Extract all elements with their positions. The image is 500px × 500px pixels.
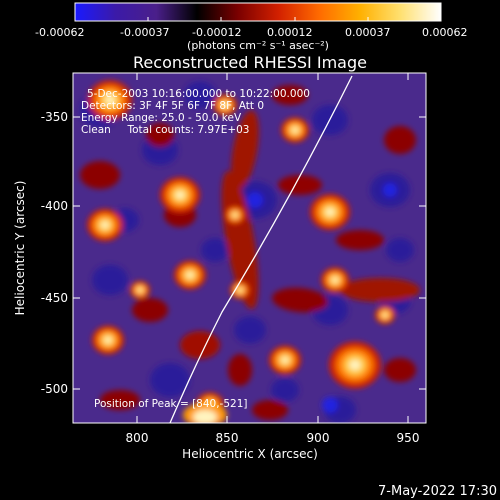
plot-title: Reconstructed RHESSI Image: [133, 53, 367, 72]
image-area: [73, 73, 426, 423]
emission-ridge: [221, 171, 259, 309]
emission-trough-core: [383, 183, 397, 197]
emission-core-peak: [186, 271, 194, 279]
colorbar-tick-label: 0.00012: [267, 26, 313, 39]
emission-ridge: [228, 354, 252, 386]
emission-ridge: [252, 400, 288, 420]
colorbar-ticks: [74, 17, 442, 21]
emission-core-peak: [232, 213, 238, 217]
info-line-energy: Energy Range: 25.0 - 50.0 keV: [81, 112, 242, 124]
emission-trough: [271, 378, 299, 402]
colorbar-tick-label: -0.00062: [35, 26, 84, 39]
emission-ridge: [146, 123, 174, 147]
emission-ridge: [384, 126, 416, 154]
emission-core-peak: [349, 359, 361, 371]
emission-trough: [184, 81, 216, 109]
solar-limb-line: [169, 75, 353, 423]
emission-trough: [234, 316, 266, 344]
emission-ridge: [340, 278, 420, 302]
emission-core-peak: [291, 127, 299, 133]
y-axis-label: Heliocentric Y (arcsec): [13, 181, 27, 316]
emission-ridge: [272, 85, 308, 105]
emission-peak-region-core: [193, 410, 217, 423]
y-axis: -350 -400 -450 -500 Heliocentric Y (arcs…: [13, 110, 426, 396]
emission-core-peak: [137, 288, 143, 292]
emission-core-peak: [101, 221, 109, 229]
emission-ridge: [100, 390, 140, 410]
emission-ridge: [132, 298, 168, 322]
x-tick-label: 850: [216, 431, 239, 445]
x-tick-label: 900: [307, 431, 330, 445]
emission-ridge: [384, 358, 416, 382]
info-line-time: 5-Dec-2003 10:16:00.000 to 10:22:00.000: [87, 88, 310, 100]
emission-core-peak: [105, 95, 115, 105]
emission-trough-core: [322, 397, 338, 413]
colorbar-tick-label: -0.00037: [120, 26, 169, 39]
x-tick-label: 800: [126, 431, 149, 445]
colorbar: -0.00062 -0.00037 -0.00012 0.00012 0.000…: [35, 2, 468, 52]
emission-ridge: [80, 161, 120, 189]
emission-trough: [201, 238, 229, 262]
y-tick-label: -400: [41, 199, 68, 213]
emission-ridge: [336, 230, 384, 250]
emission-trough: [150, 363, 190, 397]
y-tick-label: -350: [41, 110, 68, 124]
x-tick-label: 950: [397, 431, 420, 445]
emission-core-peak: [175, 191, 185, 199]
colorbar-tick-label: -0.00012: [192, 26, 241, 39]
emission-core-peak: [237, 288, 243, 292]
emission-core-peak: [222, 102, 228, 108]
emission-core-peak: [104, 336, 112, 344]
colorbar-tick-label: 0.00037: [345, 26, 391, 39]
y-tick-label: -450: [41, 291, 68, 305]
y-tick-label: -500: [41, 382, 68, 396]
x-axis: 800 850 900 950 Heliocentric X (arcsec): [126, 73, 420, 461]
emission-trough: [92, 264, 128, 296]
peak-position-label: Position of Peak = [840,-521]: [94, 398, 248, 410]
emission-trough: [386, 238, 414, 262]
emission-ridge: [278, 175, 322, 195]
emission-core-peak: [281, 356, 289, 364]
footer-timestamp: 7-May-2022 17:30: [378, 484, 497, 499]
info-line-detectors: Detectors: 3F 4F 5F 6F 7F 8F, Att 0: [81, 100, 264, 112]
emission-core-peak: [325, 208, 335, 216]
plot-frame: [72, 72, 427, 424]
emission-trough-core: [247, 192, 263, 208]
colorbar-tick-label: 0.00062: [422, 26, 468, 39]
info-overlay: 5-Dec-2003 10:16:00.000 to 10:22:00.000 …: [81, 88, 310, 410]
emission-ridge: [231, 110, 259, 190]
emission-ridge: [180, 331, 220, 359]
colorbar-strip: [74, 2, 442, 22]
emission-core-peak: [382, 313, 388, 317]
x-axis-label: Heliocentric X (arcsec): [182, 447, 318, 461]
emission-ridge: [272, 287, 328, 313]
colorbar-units-label: (photons cm⁻² s⁻¹ asec⁻²): [187, 39, 329, 52]
emission-blobs: [80, 80, 420, 423]
info-line-counts: Clean Total counts: 7.97E+03: [81, 124, 250, 136]
emission-core-peak: [331, 277, 339, 283]
